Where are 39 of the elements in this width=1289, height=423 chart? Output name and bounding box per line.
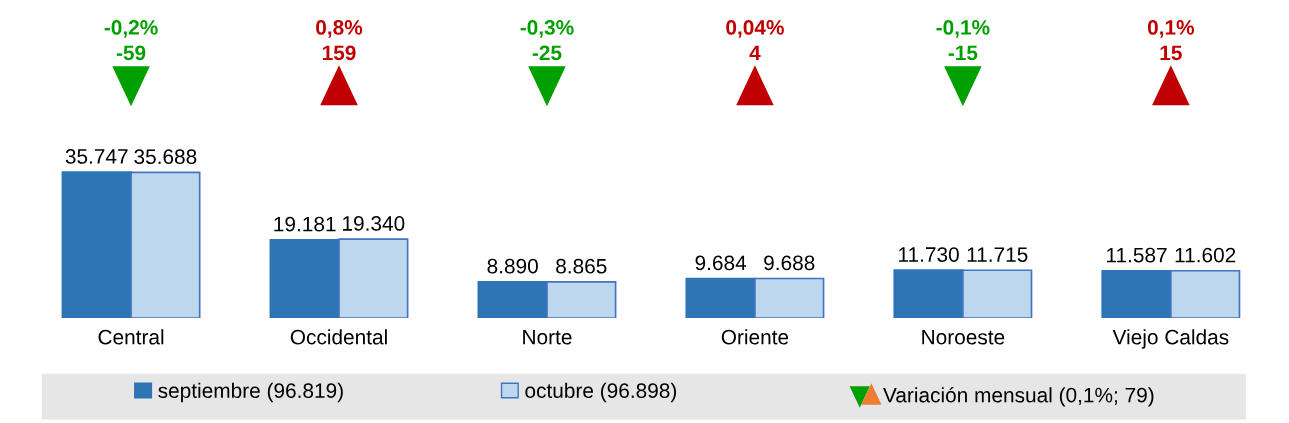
- text: 0,04% 4: [726, 20, 784, 61]
- data-label: 19.340: [343, 216, 405, 231]
- text: -0,3% -25: [520, 20, 574, 61]
- bar: [1170, 269, 1241, 319]
- data-label: 8.865: [556, 258, 607, 274]
- legend-label: septiembre (96.819): [158, 382, 343, 403]
- bar: [754, 277, 825, 319]
- data-label: 35.747: [65, 149, 128, 164]
- text: 0,1% 15: [1147, 20, 1195, 61]
- x-tick-label: Central: [98, 329, 164, 345]
- data-label: 11.602: [1175, 247, 1236, 263]
- bar: [61, 171, 132, 319]
- bar: [130, 171, 201, 319]
- data-label: 11.715: [967, 247, 1028, 262]
- x-tick-label: Occidental: [290, 329, 387, 345]
- bar: [269, 238, 340, 319]
- bar: [962, 269, 1033, 319]
- bar: [546, 281, 617, 319]
- bar: [685, 277, 756, 319]
- x-tick-label: Oriente: [721, 329, 789, 345]
- data-label: 11.730: [899, 247, 959, 262]
- legend-label: octubre (96.898): [525, 382, 677, 403]
- data-label: 19.181: [274, 216, 336, 232]
- x-tick-label: Norte: [523, 329, 572, 345]
- data-label: 11.587: [1107, 247, 1167, 263]
- text: Variación mensual (0,1%; 79): [883, 386, 1154, 407]
- data-label: 8.890: [487, 258, 538, 274]
- x-tick-label: Viejo Caldas: [1112, 329, 1229, 349]
- text: 0,8% 159: [316, 20, 363, 61]
- bar: [1101, 269, 1172, 319]
- data-label: 35.688: [134, 149, 197, 165]
- bar: [477, 280, 548, 319]
- data-label: 9.688: [764, 255, 815, 271]
- bar: [338, 238, 409, 319]
- text: -0,2% -59: [104, 20, 158, 61]
- text: -0,1% -15: [936, 20, 990, 61]
- data-label: 9.684: [695, 255, 747, 271]
- bar: [893, 269, 964, 319]
- x-tick-label: Noroeste: [922, 329, 1005, 345]
